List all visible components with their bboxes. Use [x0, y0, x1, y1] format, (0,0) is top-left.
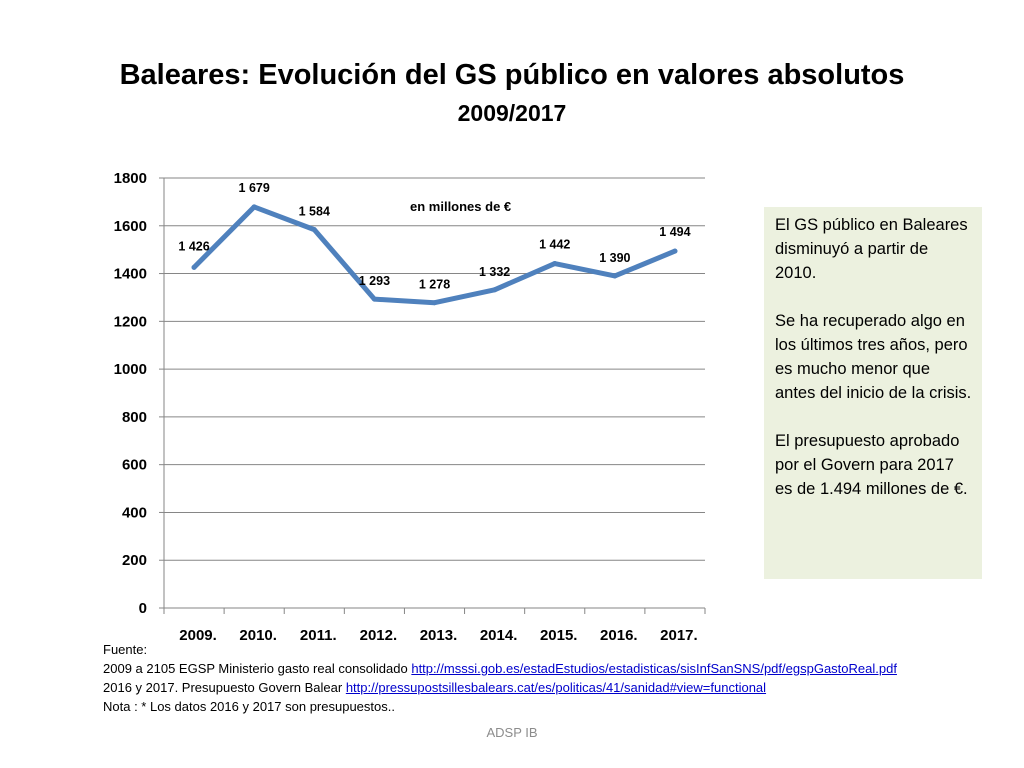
- y-tick-label: 1000: [114, 361, 147, 378]
- source-heading: Fuente:: [103, 642, 148, 657]
- x-tick-label: 2015.: [540, 627, 578, 644]
- data-point: [492, 287, 498, 293]
- y-tick-label: 600: [122, 457, 147, 474]
- source-line-1-text: 2009 a 2105 EGSP Ministerio gasto real c…: [103, 661, 412, 676]
- data-label: 1 679: [239, 181, 270, 195]
- data-label: 1 584: [299, 205, 330, 219]
- commentary-paragraph: Se ha recuperado algo en los últimos tre…: [775, 312, 972, 402]
- source-link-ministerio[interactable]: http://msssi.gob.es/estadEstudios/estadi…: [411, 661, 897, 676]
- chart-title: Baleares: Evolución del GS público en va…: [119, 59, 905, 91]
- source-link-govern[interactable]: http://pressupostsillesbalears.cat/es/po…: [345, 680, 767, 695]
- x-tick-label: 2013.: [420, 627, 458, 644]
- y-tick-label: 0: [139, 600, 147, 617]
- commentary-paragraph: El GS público en Baleares disminuyó a pa…: [775, 216, 968, 282]
- y-tick-label: 1800: [114, 170, 147, 187]
- x-tick-label: 2012.: [360, 627, 398, 644]
- data-point: [371, 296, 377, 302]
- slide-footer: ADSP IB: [486, 725, 538, 740]
- y-tick-label: 200: [122, 552, 147, 569]
- data-labels: 1 426 1 679 1 584 1 293 1 278 1 332 1 442 1 390…: [178, 181, 690, 292]
- source-line-2-text: 2016 y 2017. Presupuesto Govern Balear: [103, 680, 346, 695]
- y-tick-label: 800: [122, 409, 147, 426]
- data-label: 1 390: [599, 251, 630, 265]
- y-tick-label: 400: [122, 504, 147, 521]
- data-label: 1 332: [479, 265, 510, 279]
- data-label: 1 278: [419, 278, 450, 292]
- data-point: [311, 227, 317, 233]
- y-tick-label: 1400: [114, 266, 147, 283]
- data-point: [191, 264, 197, 270]
- data-label: 1 494: [659, 225, 690, 239]
- chart-subtitle: 2009/2017: [457, 100, 567, 126]
- x-tick-label: 2016.: [600, 627, 638, 644]
- source-notes: Fuente: 2009 a 2105 EGSP Ministerio gast…: [103, 640, 897, 716]
- data-label: 1 293: [359, 274, 390, 288]
- commentary-box: El GS público en Baleares disminuyó a pa…: [764, 207, 982, 579]
- source-note: Nota : * Los datos 2016 y 2017 son presu…: [103, 699, 395, 714]
- source-line-1: 2009 a 2105 EGSP Ministerio gasto real c…: [103, 659, 897, 678]
- data-label: 1 442: [539, 238, 570, 252]
- data-point: [251, 204, 257, 210]
- data-point: [612, 273, 618, 279]
- x-tick-label: 2017.: [660, 627, 698, 644]
- x-tick-label: 2009.: [179, 627, 217, 644]
- commentary-paragraph: El presupuesto aprobado por el Govern pa…: [775, 432, 968, 498]
- data-label: 1 426: [178, 239, 209, 253]
- unit-note: en millones de €: [410, 199, 512, 214]
- chart-axes: [159, 177, 706, 614]
- data-point: [552, 261, 558, 267]
- y-tick-label: 1600: [114, 218, 147, 235]
- x-tick-label: 2011.: [300, 627, 337, 644]
- x-tick-label: 2010.: [239, 627, 277, 644]
- x-axis-ticks: 2009. 2010. 2011. 2012. 2013. 2014. 2015. 2016.…: [179, 627, 697, 644]
- y-axis-ticks: 0 200 400 600 800 1000 1200 1400 1600 1800: [114, 170, 147, 617]
- source-line-2: 2016 y 2017. Presupuesto Govern Balear h…: [103, 678, 897, 697]
- x-tick-label: 2014.: [480, 627, 518, 644]
- chart-gridlines: [164, 177, 705, 561]
- series-group: [191, 204, 678, 306]
- y-tick-label: 1200: [114, 313, 147, 330]
- data-point: [672, 248, 678, 254]
- data-point: [432, 300, 437, 306]
